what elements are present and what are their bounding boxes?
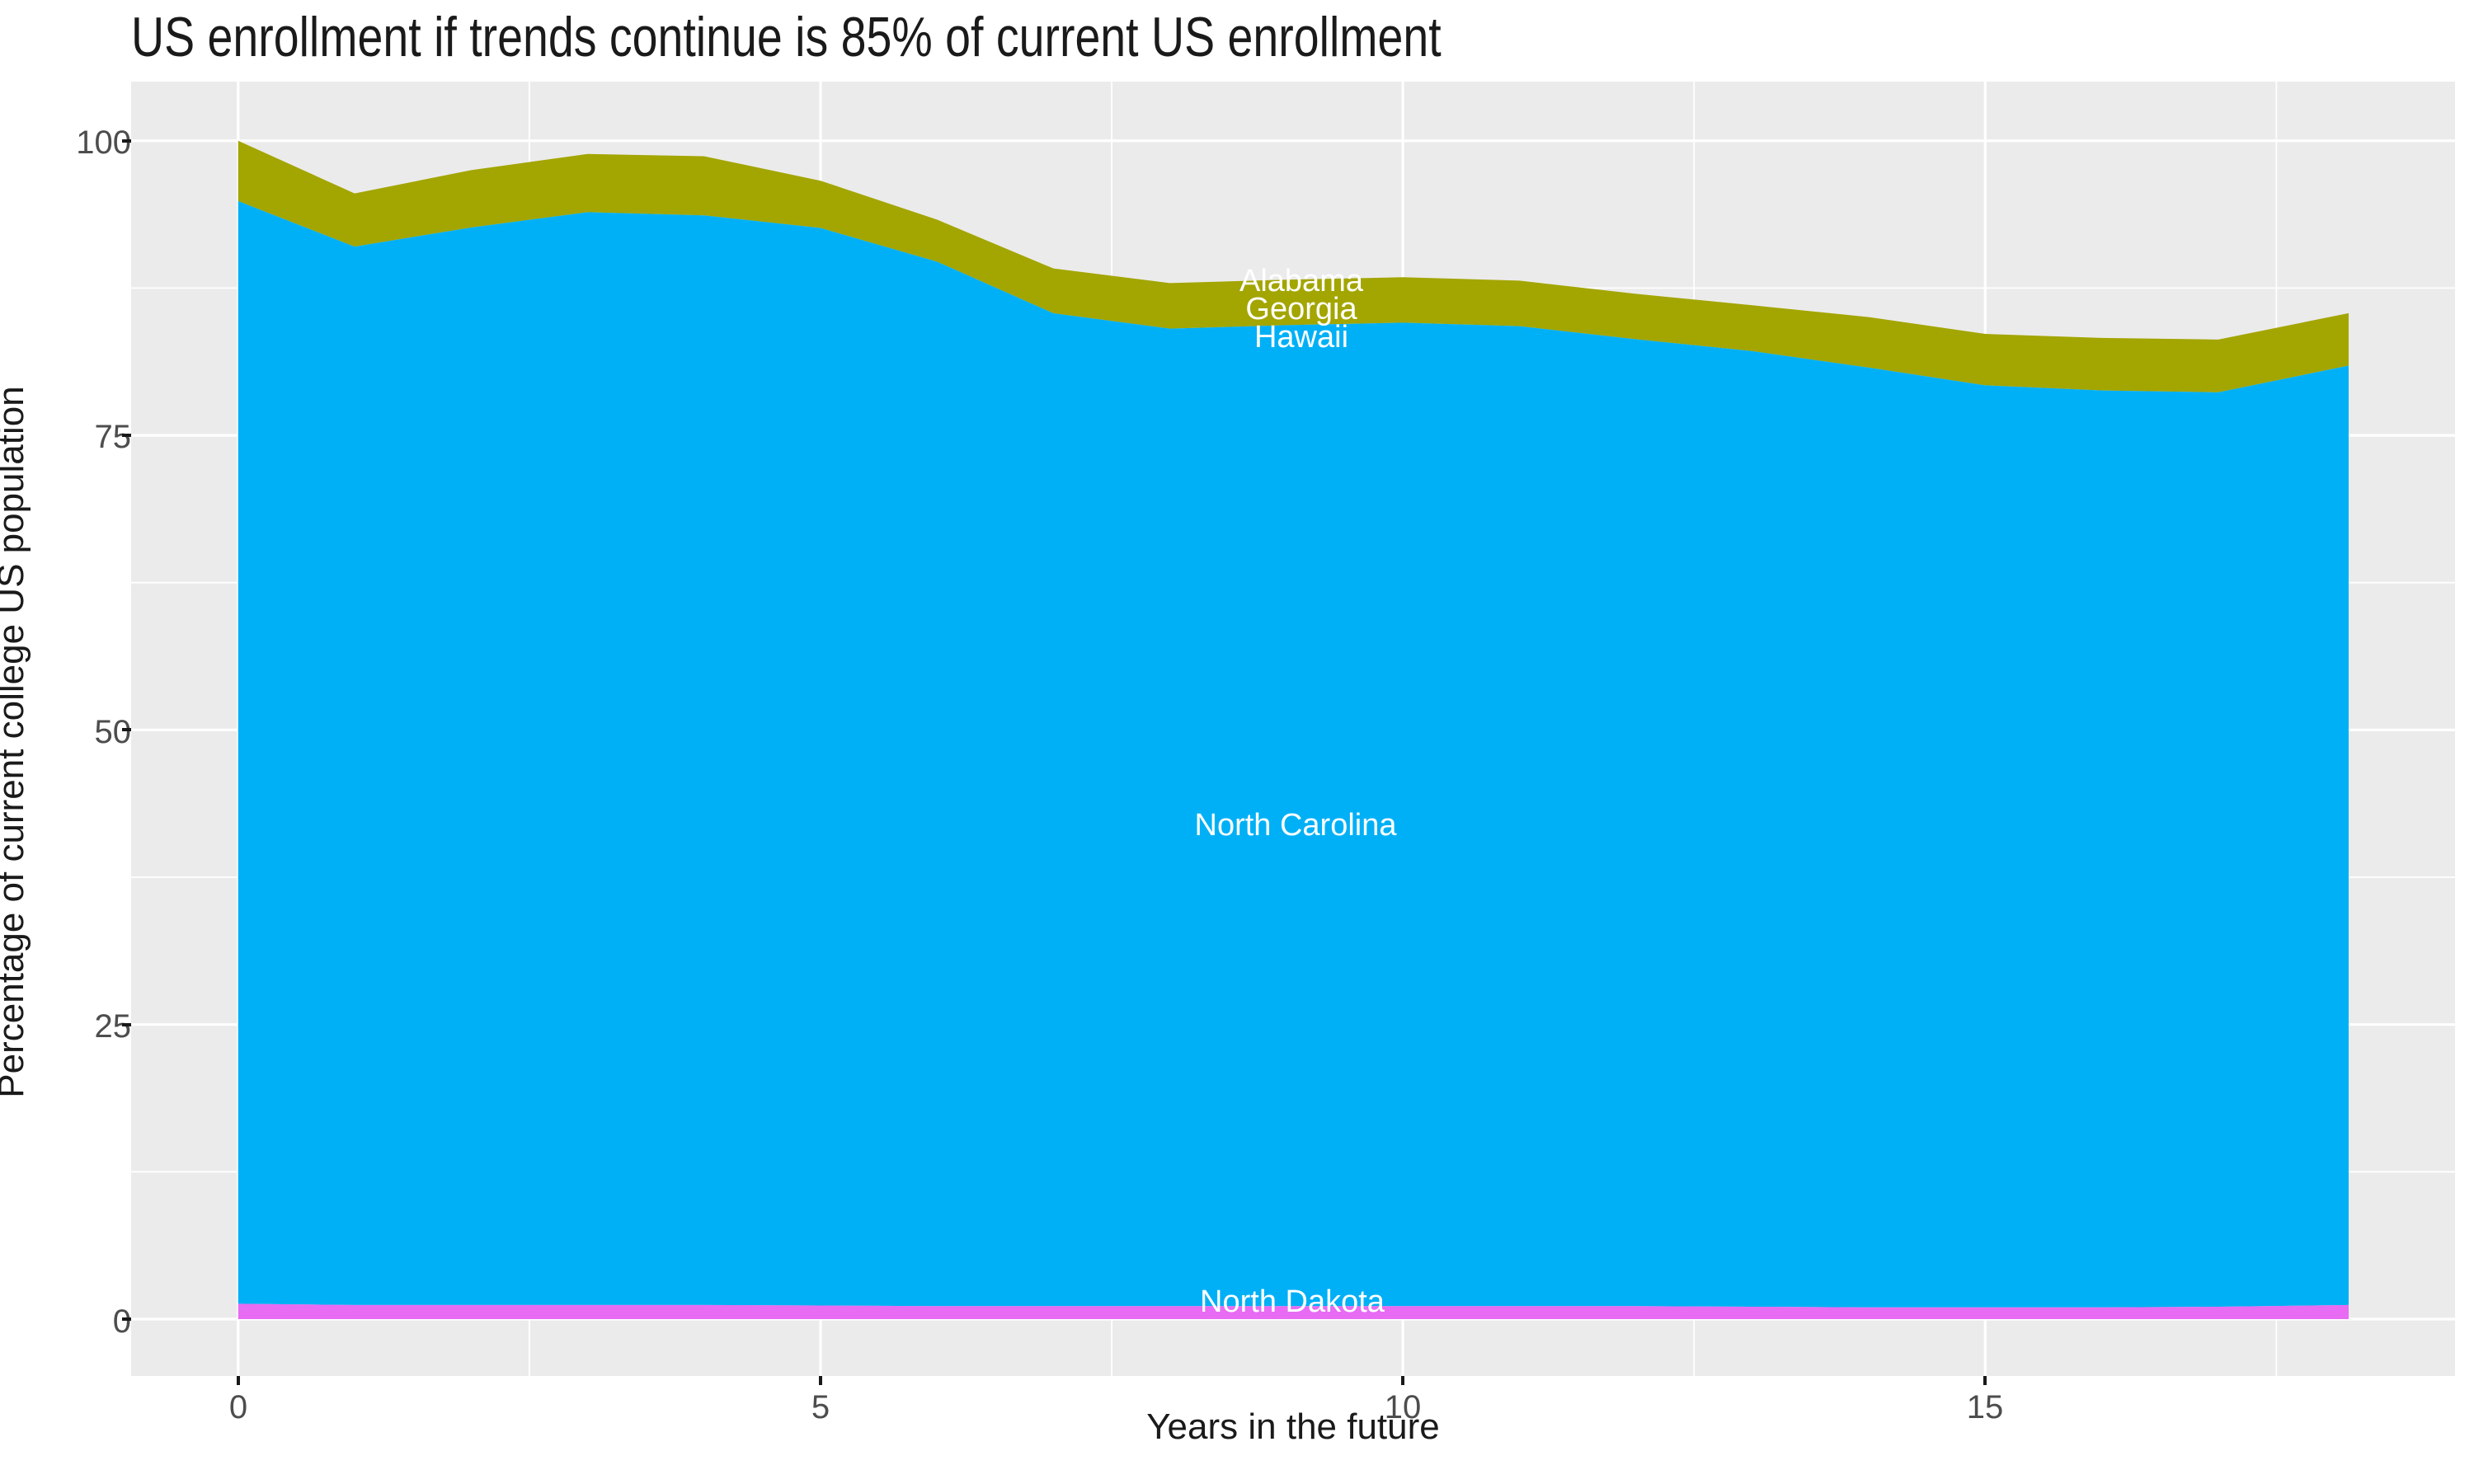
svg-text:North Carolina: North Carolina bbox=[1195, 808, 1398, 843]
svg-text:Hawaii: Hawaii bbox=[1254, 320, 1348, 355]
svg-text:North Dakota: North Dakota bbox=[1200, 1284, 1385, 1319]
